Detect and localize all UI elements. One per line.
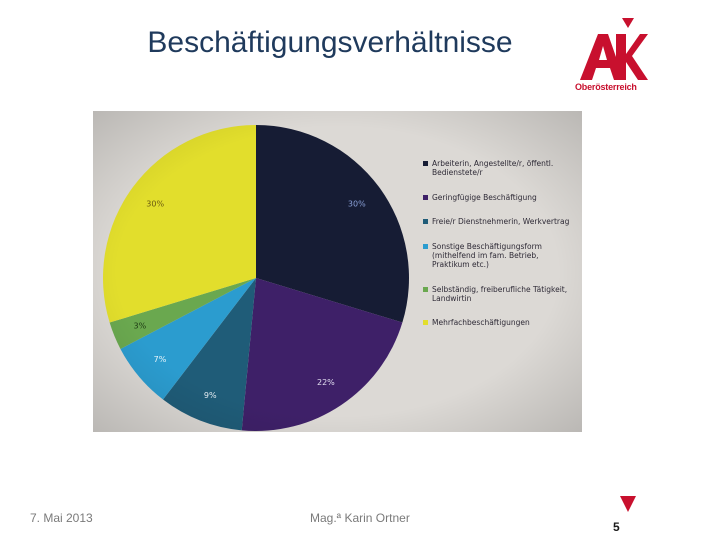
slide-title: Beschäftigungsverhältnisse xyxy=(147,26,513,59)
chart-photo: 30% 22% 9% 7% 3% 30% Arbeiterin, Angestellte/… xyxy=(93,111,582,432)
footer-author: Mag.ª Karin Ortner xyxy=(310,511,410,525)
legend-item: Mehrfachbeschäftigungen xyxy=(423,318,573,327)
legend-item: Selbständig, freiberufliche Tätigkeit, L… xyxy=(423,285,573,304)
legend-item: Geringfügige Beschäftigung xyxy=(423,193,573,202)
legend-swatch xyxy=(423,219,428,225)
legend-swatch xyxy=(423,194,428,200)
legend-label: Mehrfachbeschäftigungen xyxy=(432,318,530,328)
legend-swatch xyxy=(423,286,428,292)
slice-data-label: 30% xyxy=(146,199,164,208)
legend-label: Arbeiterin, Angestellte/r, öffentl. Bedi… xyxy=(432,159,554,178)
legend-label: Geringfügige Beschäftigung xyxy=(432,192,537,202)
chart-legend: Arbeiterin, Angestellte/r, öffentl. Bedi… xyxy=(423,159,573,343)
legend-label: Selbständig, freiberufliche Tätigkeit, L… xyxy=(432,284,568,303)
legend-swatch xyxy=(423,320,428,326)
ak-logo xyxy=(580,18,648,80)
legend-label: Sonstige Beschäftigungsform (mithelfend … xyxy=(432,241,542,270)
slice-data-label: 3% xyxy=(134,322,147,331)
slice-data-label: 22% xyxy=(317,378,335,387)
legend-swatch xyxy=(423,243,428,249)
legend-item: Arbeiterin, Angestellte/r, öffentl. Bedi… xyxy=(423,159,573,178)
legend-item: Sonstige Beschäftigungsform (mithelfend … xyxy=(423,242,573,270)
page-number: 5 xyxy=(613,520,620,534)
slice-data-label: 30% xyxy=(348,199,366,208)
legend-swatch xyxy=(423,161,428,166)
footer-date: 7. Mai 2013 xyxy=(30,511,93,525)
legend-label: Freie/r Dienstnehmerin, Werkvertrag xyxy=(432,217,570,227)
slice-data-label: 9% xyxy=(204,391,217,400)
corner-mark xyxy=(620,496,636,512)
legend-item: Freie/r Dienstnehmerin, Werkvertrag xyxy=(423,217,573,226)
slice-data-label: 7% xyxy=(154,355,167,364)
logo-text: Oberösterreich xyxy=(575,82,637,92)
